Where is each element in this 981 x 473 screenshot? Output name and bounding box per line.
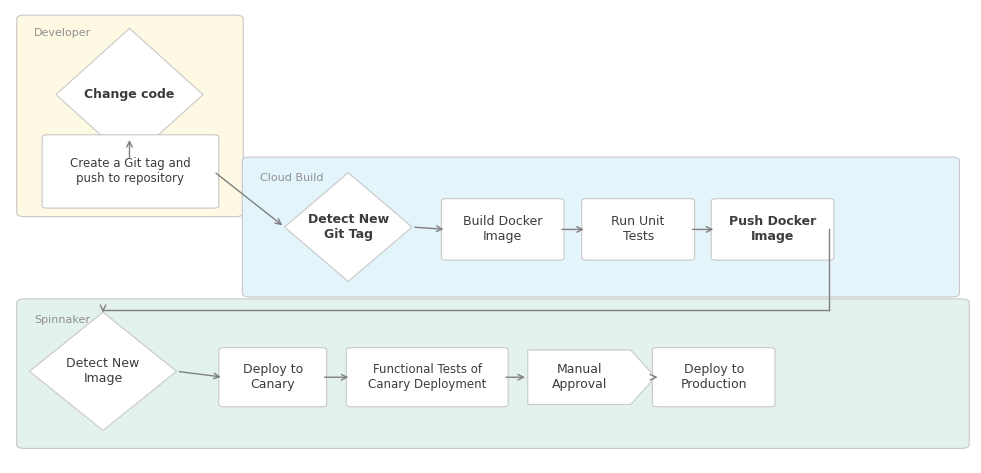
Text: Push Docker
Image: Push Docker Image (729, 215, 816, 244)
Text: Spinnaker: Spinnaker (34, 315, 90, 324)
Text: Create a Git tag and
push to repository: Create a Git tag and push to repository (70, 158, 191, 185)
FancyBboxPatch shape (652, 348, 775, 407)
Polygon shape (29, 312, 177, 430)
Text: Deploy to
Canary: Deploy to Canary (242, 363, 303, 391)
Text: Detect New
Git Tag: Detect New Git Tag (308, 213, 388, 241)
Text: Detect New
Image: Detect New Image (67, 357, 139, 385)
Polygon shape (284, 173, 412, 281)
FancyBboxPatch shape (711, 199, 834, 260)
FancyBboxPatch shape (242, 157, 959, 297)
Text: Build Docker
Image: Build Docker Image (463, 215, 542, 244)
Text: Manual
Approval: Manual Approval (551, 363, 607, 391)
Text: Functional Tests of
Canary Deployment: Functional Tests of Canary Deployment (368, 363, 487, 391)
FancyBboxPatch shape (17, 15, 243, 217)
FancyBboxPatch shape (346, 348, 508, 407)
Text: Run Unit
Tests: Run Unit Tests (611, 215, 665, 244)
Text: Cloud Build: Cloud Build (260, 173, 324, 183)
Polygon shape (56, 28, 203, 161)
FancyBboxPatch shape (582, 199, 695, 260)
FancyBboxPatch shape (441, 199, 564, 260)
Text: Developer: Developer (34, 28, 91, 38)
Polygon shape (528, 350, 655, 404)
FancyBboxPatch shape (42, 135, 219, 208)
FancyBboxPatch shape (219, 348, 327, 407)
FancyBboxPatch shape (17, 299, 969, 448)
Text: Change code: Change code (84, 88, 175, 101)
Text: Deploy to
Production: Deploy to Production (681, 363, 747, 391)
